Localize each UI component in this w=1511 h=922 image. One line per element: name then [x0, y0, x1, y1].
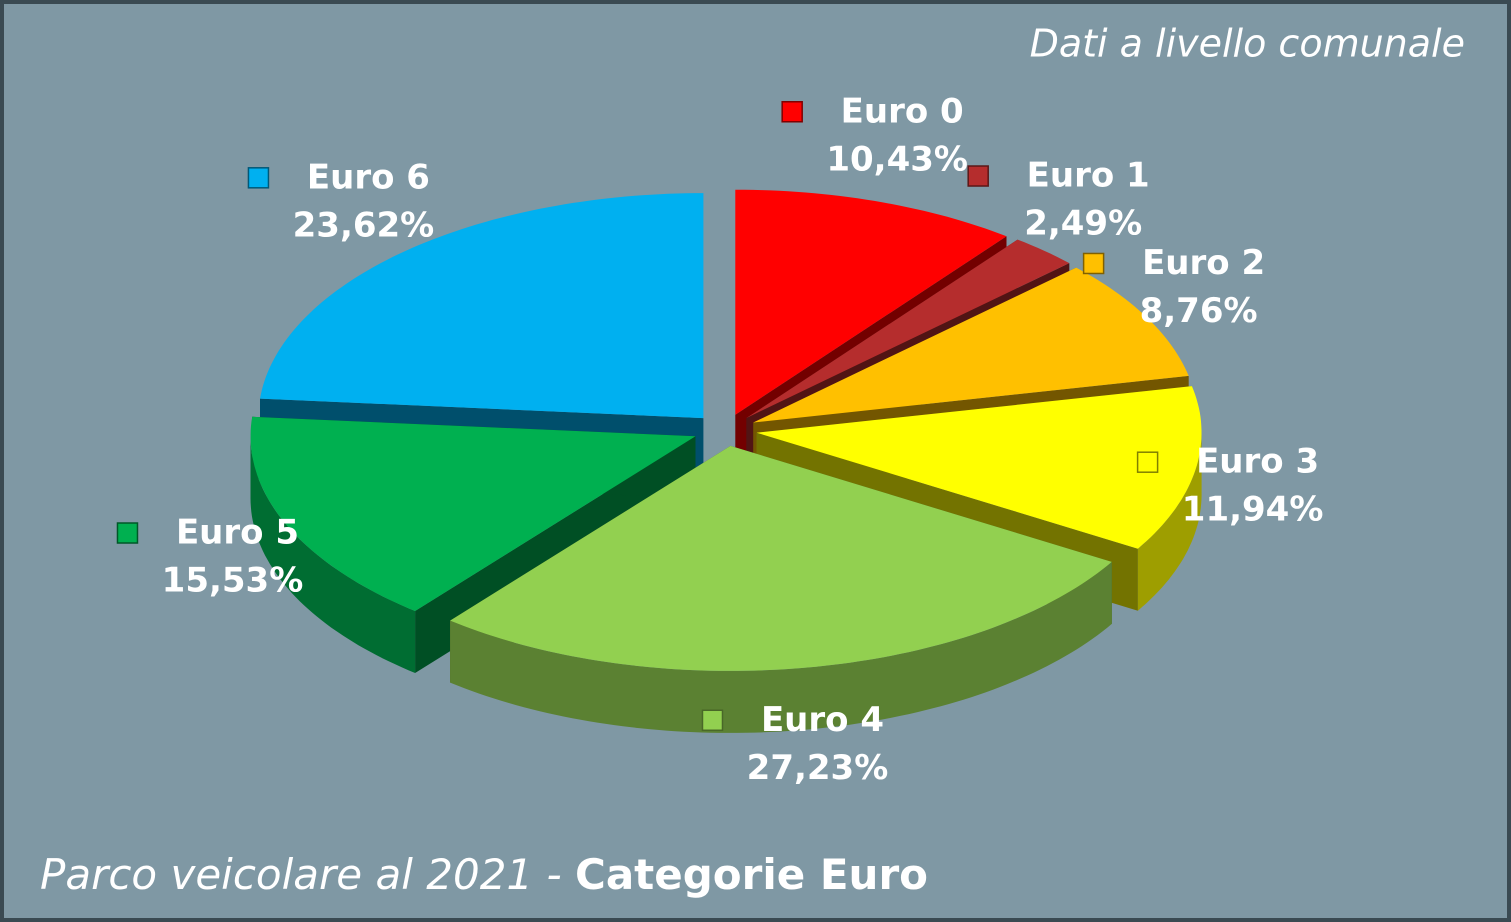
slice-top	[250, 416, 696, 611]
slice-top	[735, 189, 1007, 415]
legend-marker	[967, 165, 989, 187]
slice-top	[260, 193, 704, 419]
value-label: 8,76%	[1140, 291, 1258, 331]
category-label: Euro 3	[1196, 442, 1319, 482]
title: Parco veicolare al 2021 -	[40, 850, 562, 899]
legend-marker	[1136, 451, 1159, 473]
category-label: Euro 6	[307, 157, 430, 197]
annotation: Dati a livello comunale	[1030, 22, 1465, 66]
legend-marker	[701, 709, 724, 732]
category-label: Euro 1	[1027, 156, 1150, 196]
slice	[250, 416, 696, 673]
legend-marker	[781, 101, 803, 123]
category-label: Euro 5	[176, 513, 299, 553]
category-label: Euro 2	[1142, 243, 1265, 283]
slice-side	[250, 436, 416, 673]
legend-marker	[116, 522, 139, 544]
value-label: 27,23%	[747, 748, 889, 788]
pie	[250, 189, 1202, 733]
value-label: 15,53%	[162, 561, 304, 601]
legend-marker	[247, 167, 270, 189]
value-label: 2,49%	[1024, 204, 1142, 244]
slice-side	[1137, 432, 1202, 611]
slice-top	[753, 267, 1189, 423]
title-emphasis: Categorie Euro	[575, 850, 928, 899]
slice	[450, 445, 1112, 733]
category-label: Euro 4	[761, 700, 884, 740]
value-label: 23,62%	[293, 205, 435, 245]
slice-side	[450, 561, 1112, 733]
legend-marker	[1082, 252, 1105, 275]
value-label: 10,43%	[826, 139, 968, 179]
category-label: Euro 0	[841, 91, 964, 131]
slice-top	[756, 386, 1202, 549]
slice-top	[450, 445, 1112, 671]
value-label: 11,94%	[1182, 490, 1324, 530]
slice-top	[746, 239, 1070, 418]
chart-title: Parco veicolare al 2021 - Categorie Euro	[40, 850, 928, 899]
